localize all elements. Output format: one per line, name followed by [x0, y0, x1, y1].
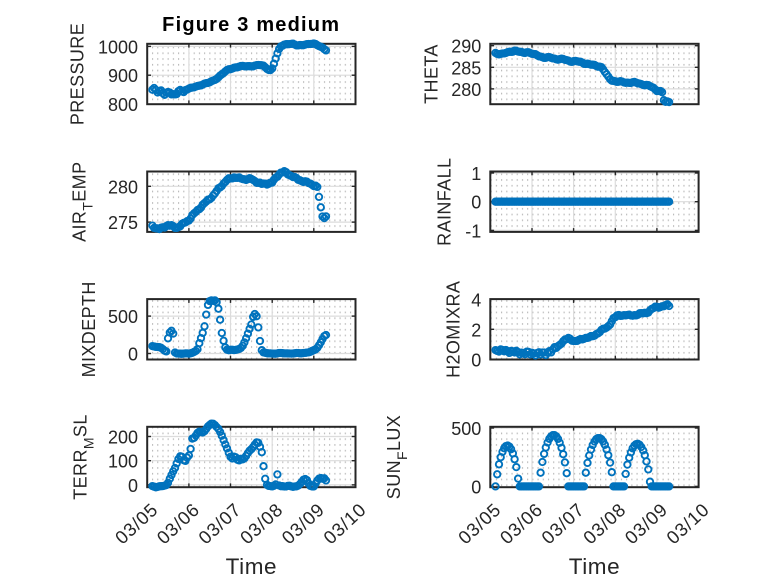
svg-text:200: 200	[108, 428, 138, 448]
svg-text:Time: Time	[226, 554, 278, 579]
svg-text:RAINFALL: RAINFALL	[435, 158, 455, 246]
svg-text:0: 0	[471, 193, 481, 213]
svg-text:275: 275	[108, 213, 138, 233]
svg-text:Time: Time	[569, 554, 621, 579]
svg-text:4: 4	[471, 290, 481, 310]
svg-text:280: 280	[108, 177, 138, 197]
svg-text:1: 1	[471, 164, 481, 184]
svg-text:MIXDEPTH: MIXDEPTH	[79, 281, 99, 377]
svg-text:0: 0	[471, 477, 481, 497]
svg-text:2: 2	[471, 320, 481, 340]
svg-text:0: 0	[128, 476, 138, 496]
svg-text:-1: -1	[465, 221, 481, 241]
svg-text:0: 0	[128, 345, 138, 365]
svg-text:500: 500	[451, 419, 481, 439]
svg-text:280: 280	[451, 80, 481, 100]
svg-text:PRESSURE: PRESSURE	[68, 23, 88, 125]
svg-text:900: 900	[108, 66, 138, 86]
svg-text:1000: 1000	[98, 37, 138, 57]
svg-text:THETA: THETA	[422, 44, 442, 104]
svg-text:800: 800	[108, 95, 138, 115]
svg-text:0: 0	[471, 350, 481, 370]
svg-text:500: 500	[108, 307, 138, 327]
svg-text:290: 290	[451, 37, 481, 57]
svg-text:AIRTEMP: AIRTEMP	[70, 162, 96, 242]
svg-text:H2OMIXRA: H2OMIXRA	[444, 281, 464, 378]
svg-text:TERRMSL: TERRMSL	[71, 414, 97, 500]
svg-text:SUNFLUX: SUNFLUX	[384, 415, 410, 499]
svg-text:100: 100	[108, 452, 138, 472]
svg-text:285: 285	[451, 58, 481, 78]
svg-text:Figure 3 medium: Figure 3 medium	[162, 14, 340, 36]
